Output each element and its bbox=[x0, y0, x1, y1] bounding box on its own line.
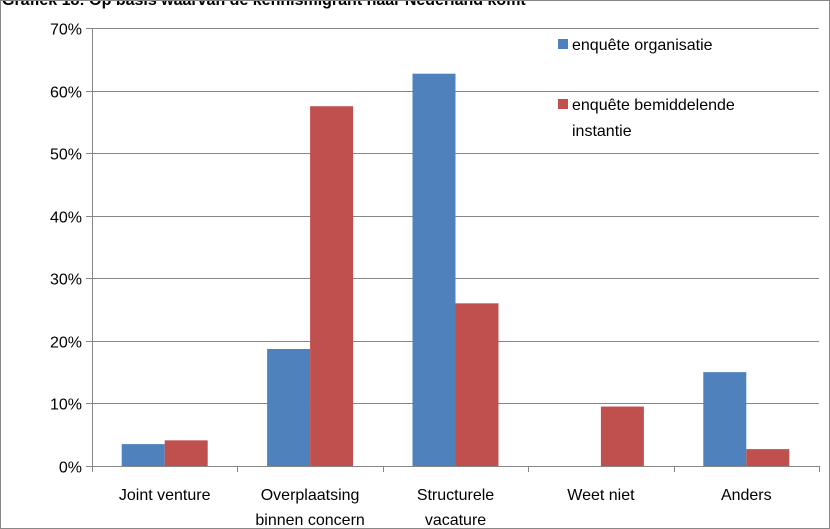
bar-s1-c1 bbox=[121, 444, 165, 466]
x-category-label-line: Structurele bbox=[417, 487, 494, 504]
x-category-label-line: Anders bbox=[721, 487, 772, 504]
x-category-label: Joint venture bbox=[119, 487, 211, 504]
y-tick-label: 70% bbox=[50, 22, 82, 39]
legend-label-line: instantie bbox=[572, 123, 632, 140]
x-category-label: Structurele vacature bbox=[417, 487, 494, 529]
y-tick-label: 40% bbox=[50, 210, 82, 227]
legend-swatch-1 bbox=[558, 39, 568, 49]
x-category-label-line: Joint venture bbox=[119, 487, 211, 504]
chart-title: Grafiek 18: Op basis waarvan de kennismi… bbox=[2, 0, 526, 9]
bar-s1-c5 bbox=[703, 372, 747, 466]
legend-label-1: enquête organisatie bbox=[572, 37, 713, 54]
y-tick-label: 10% bbox=[50, 397, 82, 414]
bar-s2-c5 bbox=[746, 449, 790, 466]
bar-s2-c1 bbox=[164, 440, 208, 466]
y-tick-label: 60% bbox=[50, 85, 82, 102]
bar-s2-c4 bbox=[600, 406, 644, 466]
legend-label-line: enquête organisatie bbox=[572, 37, 713, 54]
y-tick-label: 50% bbox=[50, 147, 82, 164]
bar-s2-c3 bbox=[455, 303, 499, 466]
bar-s2-c2 bbox=[310, 106, 354, 466]
bar-s1-c2 bbox=[267, 348, 311, 466]
x-category-label: Anders bbox=[721, 487, 772, 504]
legend-label-2: enquête bemiddelende instantie bbox=[572, 97, 735, 140]
y-tick-label: 0% bbox=[59, 460, 82, 477]
y-tick-label: 30% bbox=[50, 272, 82, 289]
x-category-label: Overplaatsing binnen concern bbox=[255, 487, 364, 529]
x-category-label-line: Weet niet bbox=[567, 487, 635, 504]
bar-s1-c3 bbox=[412, 73, 456, 467]
legend-label-line: enquête bemiddelende bbox=[572, 97, 735, 114]
x-category-label-line: Overplaatsing bbox=[261, 487, 360, 504]
x-category-label-line: binnen concern bbox=[255, 512, 364, 529]
x-category-label: Weet niet bbox=[567, 487, 635, 504]
x-category-label-line: vacature bbox=[425, 512, 486, 529]
legend-swatch-2 bbox=[558, 99, 568, 109]
y-tick-label: 20% bbox=[50, 335, 82, 352]
